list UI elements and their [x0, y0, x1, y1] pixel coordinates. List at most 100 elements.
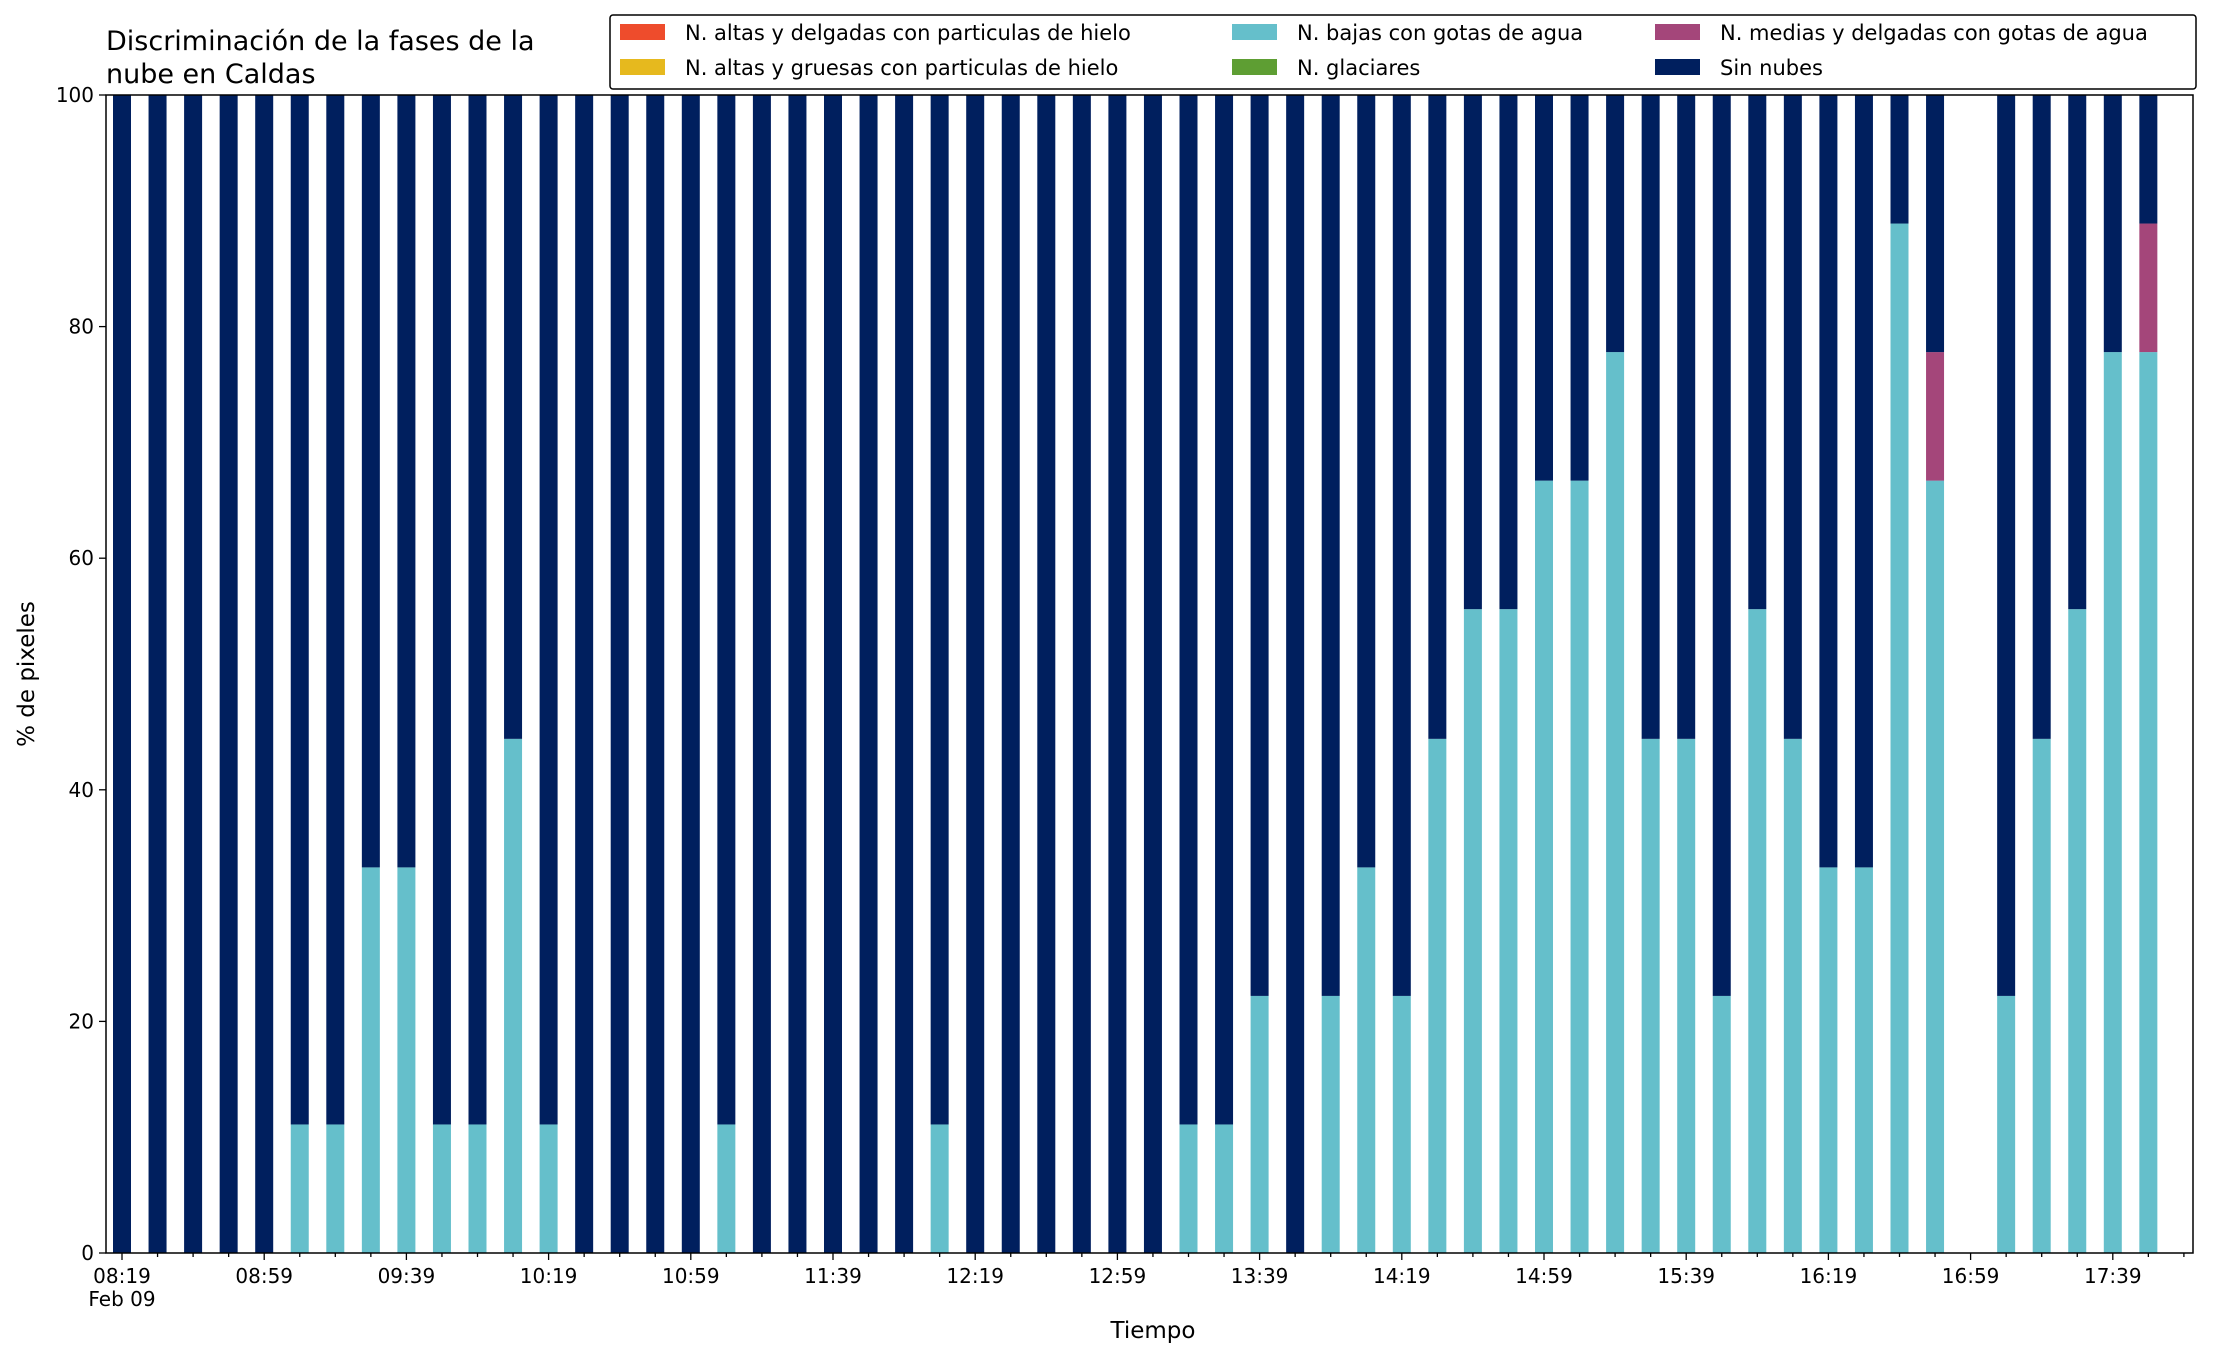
bar-sin-nubes-1119: [752, 95, 771, 1253]
chart-title-line-2: nube en Caldas: [106, 59, 316, 90]
x-tick-label-1739: 17:39: [2084, 1264, 2142, 1288]
y-axis-label: % de pixeles: [14, 601, 40, 747]
bar-n-bajas-con-gotas-de-agua-1619: [1819, 867, 1838, 1253]
bar-n-bajas-con-gotas-de-agua-1449: [1499, 609, 1518, 1253]
bar-n-bajas-con-gotas-de-agua-1019: [539, 1124, 558, 1253]
y-axis: 0 20 40 60 80 100: [56, 83, 106, 1265]
bar-sin-nubes-1349: [1286, 95, 1305, 1253]
bar-n-bajas-con-gotas-de-agua-1409: [1357, 867, 1376, 1253]
legend-swatch-n-medias-y-delgadas-con-gotas-de-agua: [1655, 24, 1700, 40]
bar-n-bajas-con-gotas-de-agua-1739: [2103, 352, 2122, 1254]
bar-sin-nubes-0909: [290, 95, 309, 1125]
bar-sin-nubes-1439: [1463, 95, 1482, 610]
bar-n-bajas-con-gotas-de-agua-1319: [1179, 1124, 1198, 1253]
bar-n-bajas-con-gotas-de-agua-1629: [1854, 867, 1873, 1253]
bar-sin-nubes-0959: [468, 95, 487, 1125]
bar-sin-nubes-1009: [504, 95, 523, 739]
y-tick-label-0: 0: [81, 1241, 94, 1265]
bar-n-bajas-con-gotas-de-agua-1429: [1428, 738, 1447, 1253]
bar-sin-nubes-0939: [397, 95, 416, 868]
bar-n-bajas-con-gotas-de-agua-1649: [1926, 480, 1945, 1253]
bar-n-bajas-con-gotas-de-agua-0939: [397, 867, 416, 1253]
bar-n-bajas-con-gotas-de-agua-1729: [2068, 609, 2087, 1253]
bar-n-bajas-con-gotas-de-agua-1329: [1215, 1124, 1234, 1253]
bar-sin-nubes-0829: [148, 95, 167, 1253]
x-tick-label-1459: 14:59: [1515, 1264, 1573, 1288]
bar-sin-nubes-1619: [1819, 95, 1838, 868]
bar-sin-nubes-1629: [1854, 95, 1873, 868]
bar-n-bajas-con-gotas-de-agua-1749: [2139, 352, 2158, 1254]
y-tick-label-20: 20: [69, 1009, 94, 1033]
bar-sin-nubes-1719: [2032, 95, 2051, 739]
x-tick-label-1419: 14:19: [1373, 1264, 1431, 1288]
y-tick-label-60: 60: [69, 546, 94, 570]
legend-label-n-altas-y-delgadas-con-particulas-de-hielo: N. altas y delgadas con particulas de hi…: [685, 21, 1131, 45]
bar-n-bajas-con-gotas-de-agua-1719: [2032, 738, 2051, 1253]
bar-sin-nubes-1739: [2103, 95, 2122, 353]
bar-sin-nubes-1109: [717, 95, 736, 1125]
x-tick-label-1019: 10:19: [520, 1264, 578, 1288]
bar-sin-nubes-1159: [895, 95, 914, 1253]
legend-swatch-sin-nubes: [1655, 59, 1700, 75]
x-tick-label-1059: 10:59: [662, 1264, 720, 1288]
bar-sin-nubes-1219: [966, 95, 985, 1253]
bar-n-medias-y-delgadas-con-gotas-de-agua-1749: [2139, 223, 2158, 353]
bar-n-bajas-con-gotas-de-agua-0949: [432, 1124, 451, 1253]
legend-label-n-bajas-con-gotas-de-agua: N. bajas con gotas de agua: [1297, 21, 1583, 45]
bar-sin-nubes-1429: [1428, 95, 1447, 739]
bar-n-bajas-con-gotas-de-agua-1559: [1748, 609, 1767, 1253]
y-tick-label-40: 40: [69, 778, 94, 802]
bar-sin-nubes-1209: [930, 95, 949, 1125]
bar-n-bajas-con-gotas-de-agua-1419: [1392, 995, 1411, 1253]
legend-swatch-n-altas-y-delgadas-con-particulas-de-hielo: [620, 24, 665, 40]
bar-sin-nubes-1149: [859, 95, 878, 1253]
bar-sin-nubes-1259: [1108, 95, 1127, 1253]
bar-sin-nubes-1359: [1321, 95, 1340, 996]
bar-sin-nubes-1249: [1072, 95, 1091, 1253]
legend: N. altas y delgadas con particulas de hi…: [609, 14, 2197, 90]
bar-sin-nubes-1449: [1499, 95, 1518, 610]
bar-sin-nubes-1519: [1606, 95, 1625, 353]
bar-sin-nubes-0839: [184, 95, 203, 1253]
x-date-label: Feb 09: [88, 1287, 155, 1311]
bar-sin-nubes-1649: [1926, 95, 1945, 353]
bar-n-bajas-con-gotas-de-agua-1209: [930, 1124, 949, 1253]
bar-sin-nubes-0919: [326, 95, 345, 1125]
legend-label-n-glaciares: N. glaciares: [1297, 56, 1420, 80]
bar-sin-nubes-1749: [2139, 95, 2158, 224]
bar-sin-nubes-1409: [1357, 95, 1376, 868]
y-tick-label-100: 100: [56, 83, 94, 107]
bar-sin-nubes-1639: [1890, 95, 1909, 224]
bar-sin-nubes-1059: [681, 95, 700, 1253]
legend-swatch-n-bajas-con-gotas-de-agua: [1232, 24, 1277, 40]
bar-sin-nubes-1239: [1037, 95, 1056, 1253]
bar-n-bajas-con-gotas-de-agua-0959: [468, 1124, 487, 1253]
bar-n-bajas-con-gotas-de-agua-1609: [1783, 738, 1802, 1253]
bars-group: [113, 95, 2158, 1254]
bar-sin-nubes-1319: [1179, 95, 1198, 1125]
bar-sin-nubes-1339: [1250, 95, 1269, 996]
bar-n-bajas-con-gotas-de-agua-1339: [1250, 995, 1269, 1253]
bar-sin-nubes-1019: [539, 95, 558, 1125]
bar-n-medias-y-delgadas-con-gotas-de-agua-1649: [1926, 352, 1945, 481]
bar-sin-nubes-0929: [361, 95, 380, 868]
x-tick-label-0859: 08:59: [235, 1264, 293, 1288]
plot-frame: [105, 94, 2194, 1254]
bar-sin-nubes-1309: [1143, 95, 1162, 1253]
x-tick-label-0939: 09:39: [378, 1264, 436, 1288]
x-tick-label-1659: 16:59: [1942, 1264, 2000, 1288]
bar-n-bajas-con-gotas-de-agua-1109: [717, 1124, 736, 1253]
x-axis-label: Tiempo: [1110, 1318, 1196, 1344]
bar-sin-nubes-0819: [113, 95, 131, 1253]
bar-sin-nubes-1139: [824, 95, 842, 1253]
x-tick-label-1339: 13:39: [1231, 1264, 1289, 1288]
bar-sin-nubes-1229: [1001, 95, 1020, 1253]
x-tick-label-1219: 12:19: [946, 1264, 1004, 1288]
bar-sin-nubes-1539: [1677, 95, 1696, 739]
bar-sin-nubes-1419: [1392, 95, 1411, 996]
chart-title-line-1: Discriminación de la fases de la: [106, 26, 535, 57]
x-tick-label-1539: 15:39: [1657, 1264, 1715, 1288]
legend-swatch-n-altas-y-gruesas-con-particulas-de-hielo: [620, 59, 665, 75]
x-tick-label-1259: 12:59: [1089, 1264, 1147, 1288]
x-tick-label-1619: 16:19: [1800, 1264, 1858, 1288]
